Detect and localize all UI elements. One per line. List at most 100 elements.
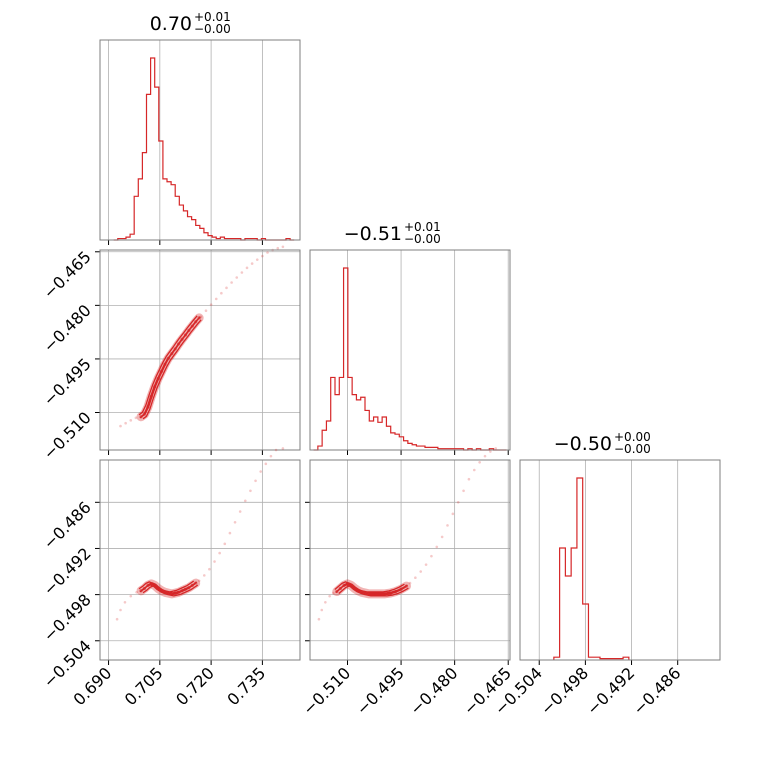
dense-point — [183, 587, 188, 591]
dense-point — [190, 583, 194, 587]
scatter-point — [214, 297, 218, 301]
y-tick-label: −0.465 — [40, 247, 95, 302]
scatter-point — [255, 258, 259, 261]
scatter-point — [223, 542, 227, 546]
dense-point — [153, 385, 157, 389]
dense-point — [177, 342, 181, 346]
scatter-point — [281, 447, 285, 450]
panel-background-1-1 — [310, 250, 510, 450]
scatter-point — [245, 266, 249, 270]
scatter-point — [274, 448, 278, 452]
dense-point — [342, 583, 346, 587]
scatter-point — [250, 262, 254, 265]
dense-point — [177, 590, 181, 594]
scatter-point — [129, 419, 133, 422]
title-value: −0.51 — [344, 223, 402, 245]
panel-background-0-0 — [100, 40, 300, 240]
dense-point — [356, 589, 360, 593]
scatter-point — [204, 309, 208, 313]
title-plus: +0.01 — [194, 10, 231, 24]
dense-point — [194, 581, 198, 585]
scatter-point — [328, 594, 331, 598]
scatter-point — [235, 276, 239, 279]
dense-point — [156, 586, 160, 591]
scatter-point — [408, 581, 412, 585]
dense-point — [363, 591, 367, 595]
title-minus: −0.00 — [614, 442, 651, 456]
panel-background-2-0 — [100, 460, 300, 660]
x-tick-label: 0.735 — [223, 663, 269, 709]
scatter-point — [249, 489, 252, 493]
scatter-point — [489, 450, 492, 453]
contour-line — [138, 315, 198, 416]
x-tick-label: 0.690 — [70, 663, 116, 709]
dense-point — [383, 592, 387, 596]
dense-point — [166, 591, 170, 595]
scatter-point — [243, 499, 247, 503]
scatter-point — [456, 501, 460, 504]
scatter-point — [228, 531, 232, 535]
dense-point — [139, 415, 143, 419]
dense-point — [404, 584, 409, 588]
scatter-point — [264, 462, 268, 466]
dense-point — [187, 328, 191, 332]
y-tick-label: −0.510 — [40, 408, 95, 463]
scatter-point — [124, 421, 127, 425]
dense-point — [335, 589, 339, 594]
y-tick-label: −0.486 — [40, 498, 95, 553]
dense-point — [367, 592, 371, 596]
title-plus: +0.01 — [404, 220, 441, 234]
panel-border-2-0 — [99, 459, 301, 661]
scatter-point — [238, 510, 242, 513]
scatter-point — [451, 512, 455, 516]
scatter-point — [254, 479, 257, 483]
dense-point — [349, 583, 353, 587]
scatter-point — [225, 286, 228, 290]
dense-point — [153, 583, 157, 587]
scatter-point — [119, 608, 122, 612]
scatter-point — [494, 447, 498, 450]
dense-point — [173, 347, 177, 351]
dense-point — [345, 582, 350, 586]
dense-point — [394, 589, 398, 594]
dense-point — [187, 586, 191, 590]
dense-point — [197, 316, 201, 320]
panel-border-2-2 — [519, 459, 721, 661]
scatter-point — [240, 271, 244, 274]
scatter-point — [419, 570, 423, 573]
dense-point — [146, 583, 150, 587]
panel-background-2-2 — [520, 460, 720, 660]
x-tick-label: −0.492 — [583, 663, 638, 718]
panel-background-1-0 — [100, 250, 300, 450]
x-tick-label: 0.705 — [121, 663, 167, 709]
scatter-point — [430, 554, 433, 558]
scatter-point — [276, 246, 280, 250]
scatter-point — [462, 489, 465, 493]
y-tick-label: −0.480 — [40, 301, 95, 356]
dense-point — [360, 590, 364, 594]
scatter-point — [119, 424, 122, 428]
scatter-point — [129, 594, 133, 598]
scatter-point — [266, 251, 269, 254]
dense-point — [163, 590, 167, 594]
dense-point — [166, 356, 170, 360]
histogram-step-1 — [313, 267, 507, 451]
scatter-point — [320, 608, 324, 612]
dense-point — [159, 369, 164, 374]
panel-background-2-1 — [310, 460, 510, 660]
contour-line — [142, 319, 202, 420]
scatter-point — [115, 617, 119, 621]
scatter-point — [218, 551, 221, 555]
dense-point — [156, 376, 160, 381]
x-tick-label: −0.510 — [299, 663, 354, 718]
dense-point — [372, 592, 376, 596]
dense-point — [149, 582, 153, 586]
dense-point — [142, 586, 147, 591]
scatter-point — [259, 470, 262, 473]
scatter-point — [208, 567, 211, 571]
scatter-point — [230, 281, 233, 284]
title-value: −0.50 — [554, 433, 612, 455]
dense-point — [399, 587, 403, 591]
dense-point — [194, 320, 198, 324]
